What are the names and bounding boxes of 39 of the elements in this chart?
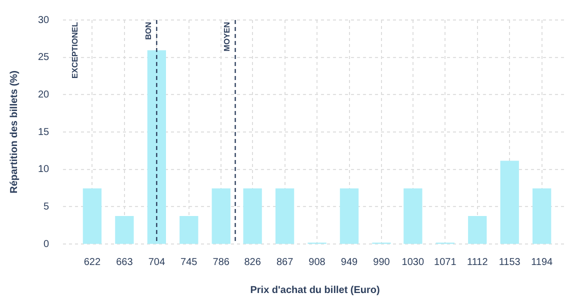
x-tick-label: 622 (84, 256, 101, 268)
x-tick-label: 990 (373, 256, 390, 268)
y-tick-label: 30 (38, 14, 50, 26)
x-tick-label: 1153 (498, 256, 521, 268)
x-tick-label: 949 (340, 256, 358, 268)
bar (243, 188, 262, 244)
bar (82, 188, 102, 244)
y-tick-label: 20 (38, 89, 50, 100)
y-tick-label: 25 (38, 52, 50, 64)
x-tick-label: 745 (180, 256, 198, 268)
x-tick-label: 1112 (467, 256, 488, 268)
bar (340, 188, 359, 244)
x-tick-label: 1194 (531, 256, 554, 268)
y-tick-label: 0 (44, 238, 50, 250)
y-axis-title: Répartition des billets (%) (8, 70, 20, 194)
x-tick-label: 826 (244, 256, 262, 268)
bar (500, 160, 519, 244)
annotation: EXCEPTIONEL (70, 22, 80, 78)
y-tick-label: 10 (38, 164, 50, 176)
x-tick-label: 1071 (434, 256, 457, 268)
y-tick-label: 15 (38, 126, 50, 138)
bar (275, 188, 294, 244)
x-tick-label: 663 (116, 256, 134, 268)
bar (468, 216, 487, 244)
bar (180, 216, 198, 244)
x-tick-label: 786 (212, 256, 230, 268)
x-tick-label: 908 (308, 256, 326, 268)
ref-line-label: MOYEN (222, 22, 232, 52)
x-axis-title: Prix d'achat du billet (Euro) (250, 284, 380, 296)
ref-line-label: BON (144, 22, 153, 40)
bar (404, 188, 422, 244)
x-tick-label: 1030 (402, 256, 424, 268)
bar (147, 50, 166, 244)
x-tick-label: 704 (148, 256, 166, 268)
bar (115, 216, 134, 244)
x-tick-label: 867 (276, 256, 294, 268)
bar (532, 188, 552, 244)
y-tick-label: 5 (44, 201, 50, 212)
bar (212, 188, 230, 244)
